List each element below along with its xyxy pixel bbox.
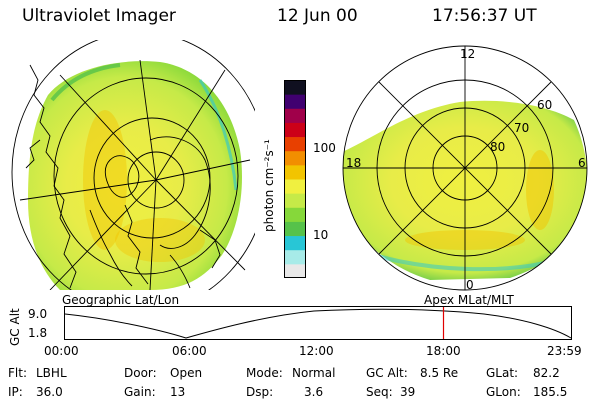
color-scale-step [284, 94, 306, 109]
mlat-label-70: 70 [514, 121, 530, 135]
mlt-label-12: 12 [460, 47, 476, 61]
glat-label: GLat: [486, 366, 519, 380]
door-label: Door: [124, 366, 157, 380]
geographic-auroral-image [11, 40, 255, 290]
color-scale-bar [284, 80, 306, 278]
flt-value: LBHL [36, 366, 67, 380]
mode-value: Normal [292, 366, 336, 380]
ip-label: IP: [8, 385, 23, 399]
colorbar-tick-100: 100 [313, 141, 336, 155]
altitude-curve [64, 308, 572, 339]
altitude-ylabel: GC Alt [8, 308, 22, 346]
color-scale-step [284, 122, 306, 138]
observation-time: 17:56:37 UT [432, 6, 537, 26]
color-scale-step [284, 263, 306, 278]
altitude-ytick-high: 9.0 [28, 307, 48, 321]
ip-value: 36.0 [36, 385, 63, 399]
colorbar-unit-label: photon cm⁻²s⁻¹ [262, 139, 276, 232]
color-scale-step [284, 179, 306, 194]
coastline-overlay [25, 64, 221, 289]
time-tick-1800: 18:00 [426, 344, 461, 358]
color-scale-step [284, 221, 306, 237]
lat-lon-grid [11, 40, 255, 290]
mlat-label-60: 60 [537, 98, 553, 112]
color-scale-step [284, 150, 306, 166]
gcalt-value: 8.5 Re [420, 366, 459, 380]
seq-label: Seq: [366, 385, 393, 399]
color-scale-step [284, 249, 306, 265]
dsp-label: Dsp: [246, 385, 274, 399]
time-tick-1200: 12:00 [299, 344, 334, 358]
seq-value: 39 [400, 385, 416, 399]
instrument-title: Ultraviolet Imager [22, 6, 176, 26]
geographic-panel-label: Geographic Lat/Lon [62, 293, 180, 307]
color-scale-step [284, 80, 306, 95]
dsp-value: 3.6 [304, 385, 324, 399]
auroral-emission-field [28, 61, 242, 290]
glon-label: GLon: [486, 385, 521, 399]
colorbar-tick-10: 10 [313, 228, 329, 242]
glat-value: 82.2 [533, 366, 560, 380]
color-scale-step [284, 193, 306, 208]
time-tick-0600: 06:00 [172, 344, 207, 358]
door-value: Open [170, 366, 203, 380]
mlat-mlt-grid [342, 45, 588, 291]
observation-date: 12 Jun 00 [277, 6, 358, 26]
altitude-timeline-plot [64, 306, 572, 340]
mode-label: Mode: [246, 366, 283, 380]
flt-label: Flt: [8, 366, 27, 380]
gain-value: 13 [170, 385, 186, 399]
color-scale-step [284, 164, 306, 180]
color-scale-gradient [284, 80, 306, 278]
header-bar: Ultraviolet Imager 12 Jun 00 17:56:37 UT [0, 0, 600, 30]
mlt-label-0: 0 [466, 278, 474, 292]
color-scale-step [284, 136, 306, 152]
time-tick-2359: 23:59 [547, 344, 582, 358]
time-tick-0000: 00:00 [44, 344, 79, 358]
mlat-label-80: 80 [490, 140, 506, 154]
mlt-label-6: 6 [578, 156, 586, 170]
altitude-plot-frame [64, 306, 572, 340]
color-scale-step [284, 207, 306, 222]
color-scale-step [284, 108, 306, 123]
gain-label: Gain: [124, 385, 156, 399]
apex-polar-image [342, 45, 588, 291]
altitude-ytick-low: 1.8 [28, 326, 48, 340]
color-scale-step [284, 235, 306, 251]
mlt-label-18: 18 [346, 156, 362, 170]
color-scale-border [284, 80, 306, 278]
polar-panel-label: Apex MLat/MLT [424, 293, 514, 307]
glon-value: 185.5 [533, 385, 568, 399]
gcalt-label: GC Alt: [366, 366, 408, 380]
